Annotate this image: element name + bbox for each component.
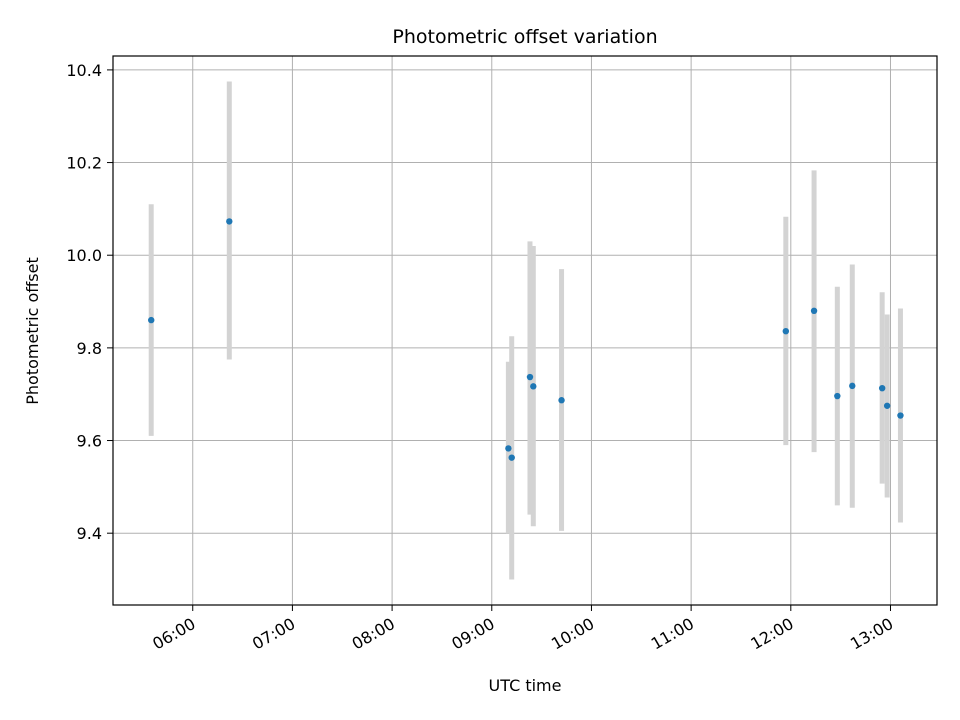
data-point	[148, 316, 155, 324]
y-tick-label: 9.8	[77, 339, 102, 358]
data-point	[530, 383, 537, 390]
data-point	[526, 373, 534, 381]
data-point	[849, 382, 856, 390]
grid	[113, 56, 937, 605]
x-axis-label: UTC time	[489, 676, 562, 695]
y-tick-label: 9.6	[77, 432, 102, 451]
y-tick-label: 10.4	[66, 61, 102, 80]
y-tick-label: 9.4	[77, 524, 102, 543]
y-tick-label: 10.2	[66, 154, 102, 173]
data-point	[226, 218, 233, 225]
y-axis-label: Photometric offset	[23, 257, 42, 405]
y-tick-label: 10.0	[66, 246, 102, 265]
data-point	[505, 445, 512, 452]
data-point	[508, 454, 515, 461]
chart-title: Photometric offset variation	[392, 26, 657, 48]
data-point	[558, 397, 565, 404]
data-point	[897, 412, 904, 419]
y-axis-ticks: 9.4 9.6 9.8 10.0 10.2 10.4	[66, 61, 113, 543]
data-point	[810, 307, 818, 315]
data-point	[782, 327, 790, 335]
data-point	[883, 402, 891, 409]
data-point	[834, 392, 841, 400]
plot-frame	[112, 55, 938, 606]
data-point	[878, 384, 886, 392]
data-points	[148, 218, 904, 461]
